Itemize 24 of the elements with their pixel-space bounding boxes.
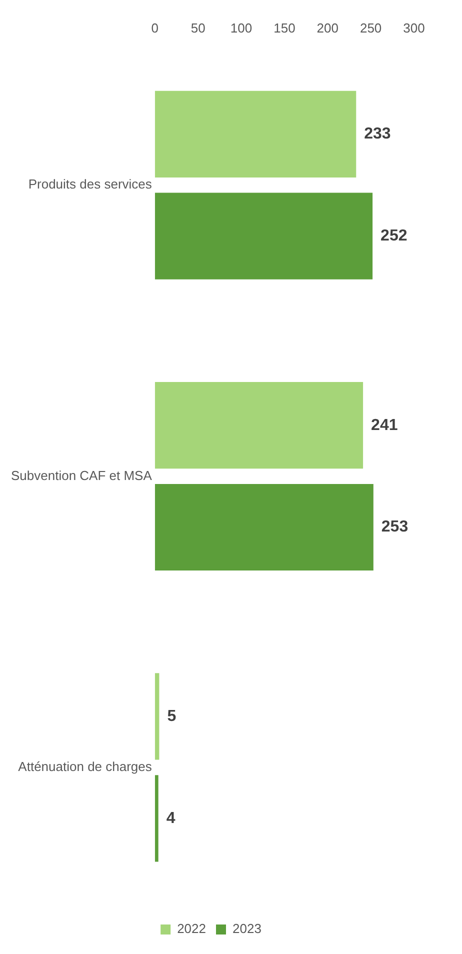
bar: [154, 673, 160, 760]
x-tick-label: 150: [274, 20, 296, 36]
x-tick-label: 50: [190, 20, 206, 36]
data-label: 253: [381, 518, 408, 536]
x-tick-label: 100: [230, 20, 252, 36]
data-label: 233: [364, 126, 391, 143]
legend-label: 2023: [232, 921, 262, 936]
y-tick-label: Produits des services: [28, 176, 152, 192]
x-tick-label: 0: [151, 20, 159, 36]
y-tick-label: Atténuation de charges: [18, 759, 152, 774]
data-label: 4: [166, 810, 176, 827]
x-tick-label: 300: [403, 20, 425, 36]
data-label: 241: [371, 416, 398, 434]
bar: [154, 382, 364, 469]
x-tick-label: 200: [316, 20, 338, 36]
bar: [154, 775, 158, 862]
data-label: 252: [380, 228, 408, 245]
x-tick-label: 250: [360, 20, 382, 36]
data-label: 5: [167, 708, 176, 725]
y-tick-label: Subvention CAF et MSA: [10, 468, 152, 483]
bar: [154, 90, 356, 178]
bar: [154, 192, 373, 280]
legend-label: 2022: [177, 921, 206, 936]
bar: [154, 484, 374, 571]
